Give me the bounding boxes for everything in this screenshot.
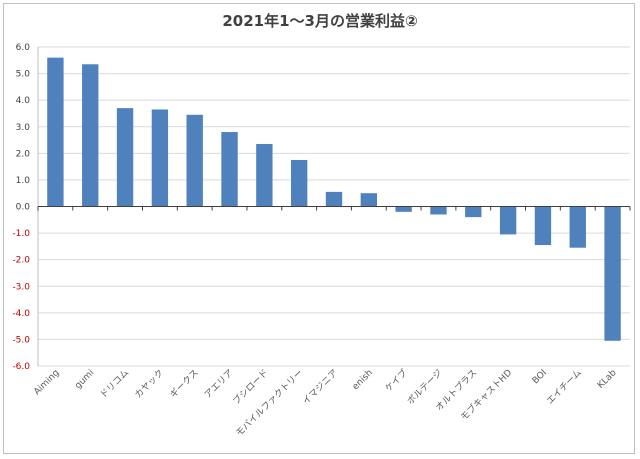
y-tick-label: 6.0 [16, 43, 31, 53]
y-tick-label: 1.0 [16, 176, 31, 186]
bar [534, 206, 552, 246]
y-tick-label: 4.0 [16, 96, 31, 106]
y-tick-label: -1.0 [12, 229, 30, 239]
x-tick-label: KLab [596, 368, 619, 391]
x-tick-label: Aiming [32, 368, 61, 397]
bar [290, 159, 308, 207]
bar [151, 109, 169, 207]
bar [569, 206, 586, 248]
y-tick-label: 2.0 [16, 149, 31, 159]
x-tick-label: アエリア [203, 368, 236, 401]
bar [186, 114, 203, 207]
bar [221, 132, 238, 207]
chart-title: 2021年1～3月の営業利益② [222, 12, 418, 30]
y-tick-label: -6.0 [12, 362, 30, 372]
x-tick-label: enish [351, 368, 375, 392]
y-tick-label: -2.0 [12, 256, 30, 266]
bar [604, 206, 621, 341]
bar [82, 64, 99, 207]
y-tick-label: 5.0 [16, 70, 31, 80]
chart-frame [3, 3, 635, 454]
x-tick-label: gumi [73, 368, 96, 391]
x-tick-label: ケイブ [382, 367, 409, 394]
bar [47, 57, 64, 207]
bar [325, 191, 343, 207]
y-tick-label: 3.0 [16, 123, 31, 133]
y-tick-label: -4.0 [12, 309, 30, 319]
bar [499, 206, 517, 235]
x-tick-label: イマジニア [301, 368, 340, 407]
bar [395, 206, 412, 212]
x-tick-label: ギークス [168, 367, 201, 400]
y-tick-label: -3.0 [12, 282, 30, 292]
x-tick-label: モバイルファクトリー [234, 367, 305, 438]
x-tick-label: カヤック [133, 367, 166, 400]
bar [116, 108, 134, 207]
bar [360, 193, 378, 207]
x-tick-label: エイチーム [544, 367, 583, 406]
bar [430, 206, 447, 215]
bar [465, 206, 482, 218]
y-tick-label: 0.0 [16, 203, 31, 213]
x-tick-label: ドリコム [98, 367, 131, 400]
bar [256, 144, 273, 207]
y-tick-label: -5.0 [12, 335, 30, 345]
x-tick-label: BOI [531, 368, 549, 386]
